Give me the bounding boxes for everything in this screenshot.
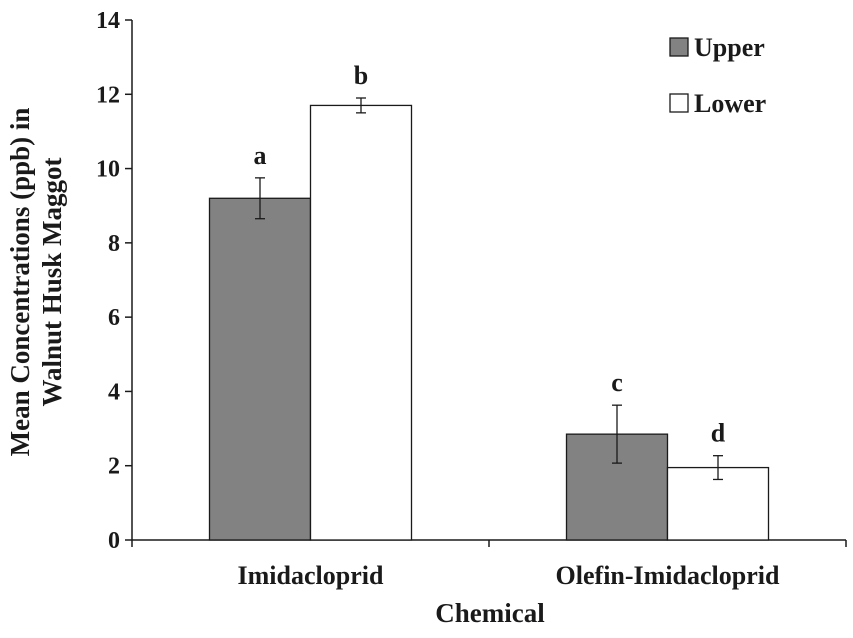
x-category-label: Olefin-Imidacloprid	[556, 561, 780, 590]
y-ticks-group: 0 2 4 6 8 10 12 14	[96, 8, 132, 554]
significance-label: c	[611, 368, 623, 397]
legend-swatch-lower	[669, 93, 689, 113]
bar-upper-0	[208, 197, 312, 541]
y-axis-title-line-2: Walnut Husk Maggot	[37, 157, 67, 406]
bar-lower-0	[309, 104, 413, 541]
error-bars-group	[255, 97, 723, 481]
legend-label-lower: Lower	[694, 89, 766, 118]
significance-labels-group: a c b d	[254, 61, 726, 448]
bars-group	[208, 104, 770, 541]
significance-label: d	[711, 419, 726, 448]
x-category-label: Imidacloprid	[238, 561, 384, 590]
y-tick-label: 0	[108, 528, 120, 554]
significance-label: b	[354, 61, 368, 90]
x-categories-group: Imidacloprid Olefin-Imidacloprid	[131, 540, 847, 590]
y-tick-label: 14	[96, 8, 120, 34]
y-tick-label: 8	[108, 231, 120, 257]
significance-label: a	[254, 141, 267, 170]
legend-label-upper: Upper	[694, 33, 765, 62]
legend-swatch-upper	[669, 37, 689, 57]
y-axis-title-line-1: Mean Concentrations (ppb) in	[5, 108, 35, 457]
y-tick-label: 4	[108, 379, 120, 405]
y-tick-label: 2	[108, 454, 120, 480]
y-tick-label: 6	[108, 305, 120, 331]
x-axis-title: Chemical	[435, 598, 545, 628]
legend: Upper Lower	[669, 33, 766, 118]
y-axis-title: Mean Concentrations (ppb) in Walnut Husk…	[5, 108, 67, 457]
y-tick-label: 10	[96, 157, 120, 183]
y-tick-label: 12	[96, 82, 120, 108]
